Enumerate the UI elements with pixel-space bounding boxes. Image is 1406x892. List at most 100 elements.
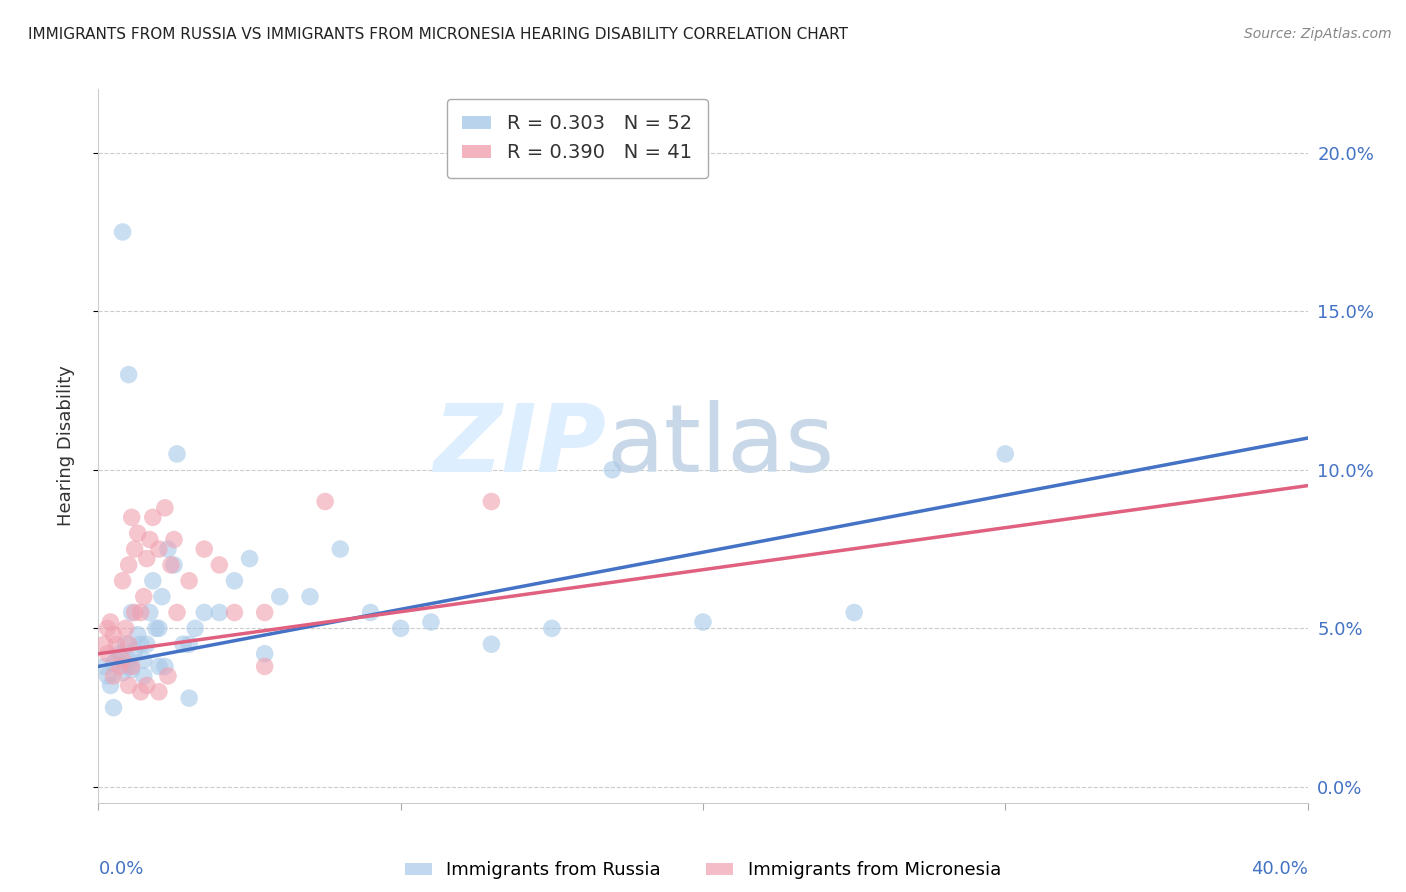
Point [103, 628, 125, 642]
Point [360, 606, 382, 620]
Point [127, 628, 149, 642]
Point [253, 659, 276, 673]
Point [163, 558, 186, 572]
Text: ZIP: ZIP [433, 400, 606, 492]
Point [103, 657, 125, 671]
Point [314, 494, 336, 508]
Point [132, 653, 155, 667]
Point [166, 447, 188, 461]
Point [124, 643, 146, 657]
Point [121, 663, 143, 677]
Point [156, 669, 179, 683]
Point [135, 637, 157, 651]
Point [481, 637, 503, 651]
Point [148, 621, 170, 635]
Point [150, 590, 173, 604]
Point [145, 621, 167, 635]
Point [994, 447, 1017, 461]
Point [208, 606, 231, 620]
Point [139, 606, 162, 620]
Point [129, 637, 152, 651]
Point [127, 526, 149, 541]
Point [111, 225, 134, 239]
Point [420, 615, 443, 629]
Point [193, 606, 215, 620]
Point [148, 542, 170, 557]
Point [111, 574, 134, 588]
Point [193, 542, 215, 557]
Point [602, 463, 624, 477]
Point [96, 669, 118, 683]
Point [100, 678, 122, 692]
Point [253, 606, 276, 620]
Point [179, 691, 201, 706]
Point [132, 590, 155, 604]
Point [148, 685, 170, 699]
Point [166, 606, 188, 620]
Point [844, 606, 866, 620]
Point [692, 615, 714, 629]
Point [208, 558, 231, 572]
Point [139, 533, 162, 547]
Point [96, 647, 118, 661]
Point [253, 647, 276, 661]
Point [135, 551, 157, 566]
Point [118, 659, 141, 673]
Point [103, 700, 125, 714]
Point [132, 669, 155, 683]
Point [105, 653, 128, 667]
Point [153, 659, 176, 673]
Text: 0.0%: 0.0% [98, 860, 143, 878]
Point [135, 678, 157, 692]
Point [299, 590, 322, 604]
Text: IMMIGRANTS FROM RUSSIA VS IMMIGRANTS FROM MICRONESIA HEARING DISABILITY CORRELAT: IMMIGRANTS FROM RUSSIA VS IMMIGRANTS FRO… [28, 27, 848, 42]
Point [142, 574, 165, 588]
Point [121, 606, 143, 620]
Point [108, 659, 131, 673]
Point [148, 659, 170, 673]
Point [118, 637, 141, 651]
Point [124, 606, 146, 620]
Point [153, 500, 176, 515]
Point [269, 590, 291, 604]
Point [481, 494, 503, 508]
Point [184, 621, 207, 635]
Point [114, 637, 136, 651]
Point [118, 653, 141, 667]
Point [111, 653, 134, 667]
Point [142, 510, 165, 524]
Y-axis label: Hearing Disability: Hearing Disability [56, 366, 75, 526]
Point [224, 606, 246, 620]
Point [114, 621, 136, 635]
Point [179, 637, 201, 651]
Point [129, 685, 152, 699]
Point [172, 637, 194, 651]
Point [179, 574, 201, 588]
Point [93, 637, 115, 651]
Point [239, 551, 262, 566]
Point [96, 621, 118, 635]
Point [121, 659, 143, 673]
Point [224, 574, 246, 588]
Point [129, 606, 152, 620]
Point [108, 647, 131, 661]
Legend: Immigrants from Russia, Immigrants from Micronesia: Immigrants from Russia, Immigrants from … [398, 855, 1008, 887]
Text: Source: ZipAtlas.com: Source: ZipAtlas.com [1244, 27, 1392, 41]
Text: 40.0%: 40.0% [1251, 860, 1308, 878]
Point [111, 665, 134, 680]
Point [105, 637, 128, 651]
Point [103, 669, 125, 683]
Point [118, 678, 141, 692]
Point [124, 542, 146, 557]
Point [93, 659, 115, 673]
Point [118, 558, 141, 572]
Point [160, 558, 183, 572]
Point [121, 510, 143, 524]
Point [541, 621, 564, 635]
Point [118, 368, 141, 382]
Point [100, 615, 122, 629]
Point [389, 621, 412, 635]
Point [156, 542, 179, 557]
Text: atlas: atlas [606, 400, 835, 492]
Point [163, 533, 186, 547]
